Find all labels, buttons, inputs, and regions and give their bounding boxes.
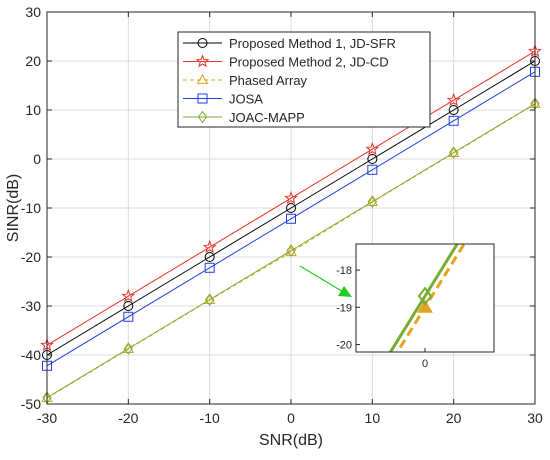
data-point [286,213,296,224]
data-point [448,146,459,159]
legend-label: Phased Array [229,73,308,88]
data-point [286,203,296,213]
data-point [366,195,379,206]
legend-label: Proposed Method 2, JD-CD [229,55,389,70]
inset-series [356,0,494,352]
inset-series-line [388,244,459,352]
data-point [204,293,215,306]
series-line [46,60,536,356]
series-joac-mapp [42,97,540,404]
y-tick-label: 10 [25,102,41,118]
series-line [46,71,536,367]
x-tick-label: -10 [200,410,220,426]
ticks: -30 -20 -10 0 10 20 30 -50 -40 -30 -20 -10 0 10 20 30 [21,4,543,426]
series-line [46,103,536,399]
data-point [123,311,134,322]
data-point [204,252,215,262]
y-tick-label: 0 [33,151,41,167]
x-tick-label: -20 [118,410,138,426]
y-tick-label: 20 [25,53,41,69]
inset-series-line [356,0,494,9]
inset-marker [417,299,433,313]
x-tick-label: -30 [37,410,57,426]
y-tick-label: -30 [21,298,41,314]
legend-label: JOAC-MAPP [229,110,305,125]
y-tick-label: 30 [25,4,41,20]
x-tick-label: 20 [446,410,462,426]
legend-label: JOSA [229,92,263,107]
legend-marker [197,110,208,124]
data-point [367,164,378,175]
data-point [121,288,136,303]
data-point [123,301,134,311]
data-point [123,342,134,355]
series-layer [40,43,542,404]
legend-marker [197,93,208,104]
legend-marker [195,54,210,68]
data-point [284,190,298,205]
inset-marker [417,286,433,306]
x-tick-label: 30 [527,410,543,426]
data-point [447,146,460,157]
data-point [286,244,296,257]
data-point [204,262,215,273]
data-point [446,92,461,107]
data-point [203,293,216,304]
zoom-arrow-line [299,265,346,294]
inset-x-tick-label: 0 [422,358,428,370]
y-axis-label: SINR(dB) [5,174,22,242]
inset-y-tick-label: -19 [336,302,352,314]
data-point [365,141,380,156]
inset-y-tick-label: -20 [336,340,352,352]
legend: Proposed Method 1, JD-SFR Proposed Method… [177,31,431,128]
legend-marker [196,73,209,84]
zoom-inset: -20 -19 -18 0 [299,0,495,370]
series-proposed-method-2-jd-cd [40,43,542,352]
x-tick-label: 0 [287,410,295,426]
y-tick-label: -10 [21,200,41,216]
series-line [46,50,536,346]
x-axis-label: SNR(dB) [259,432,323,449]
data-point [122,342,135,353]
data-point [448,115,459,126]
y-tick-label: -50 [21,396,41,412]
data-point [448,105,459,115]
data-point [367,154,378,164]
x-tick-label: 10 [365,410,381,426]
legend-marker [197,38,208,48]
data-point [367,195,378,208]
zoom-arrow-head [338,286,352,297]
legend-label: Proposed Method 1, JD-SFR [229,36,396,51]
y-tick-label: -40 [21,347,41,363]
y-tick-label: -20 [21,249,41,265]
data-point [202,239,217,254]
inset-y-tick-label: -18 [336,265,352,277]
